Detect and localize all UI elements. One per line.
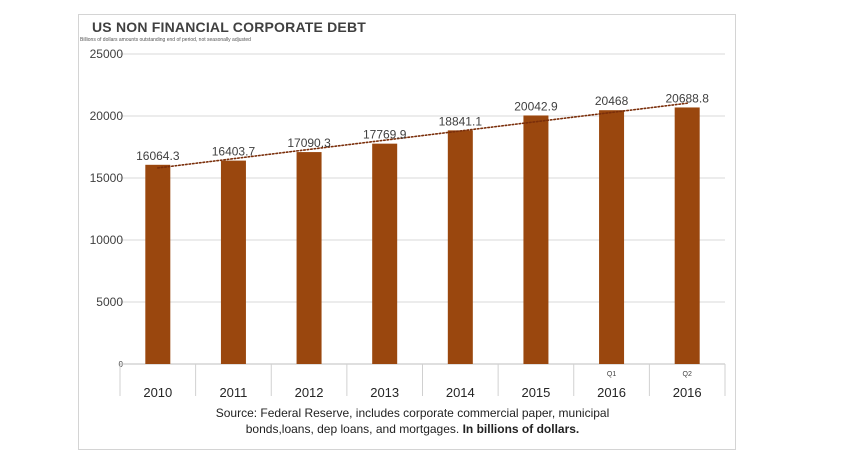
source-text: Source: Federal Reserve, includes corpor… bbox=[215, 406, 610, 436]
source-units-bold: In billions of dollars. bbox=[462, 422, 580, 436]
data-label: 20468 bbox=[595, 94, 629, 108]
y-tick-label: 20000 bbox=[90, 109, 124, 123]
y-tick-label: 10000 bbox=[90, 233, 124, 247]
data-label: 17769.9 bbox=[363, 128, 407, 142]
y-tick-label: 15000 bbox=[90, 171, 124, 185]
x-tick-label: 2013 bbox=[370, 385, 399, 400]
chart-subtitle: Billions of dollars amounts outstanding … bbox=[80, 37, 251, 43]
data-label: 17090.3 bbox=[287, 136, 331, 150]
bars bbox=[145, 107, 700, 365]
data-label: 16403.7 bbox=[212, 145, 256, 159]
bar bbox=[447, 130, 473, 364]
data-label: 20042.9 bbox=[514, 99, 558, 113]
x-tick-label: 2016 bbox=[597, 385, 626, 400]
chart-title: US NON FINANCIAL CORPORATE DEBT bbox=[92, 19, 367, 35]
source-note: Source: Federal Reserve, includes corpor… bbox=[190, 405, 635, 437]
bar bbox=[523, 115, 549, 364]
x-tick-label: 2012 bbox=[295, 385, 324, 400]
trendline bbox=[157, 102, 688, 169]
bar bbox=[145, 164, 171, 364]
trendline-group bbox=[157, 102, 688, 169]
data-label: 16064.3 bbox=[136, 149, 180, 163]
y-tick-label: 25000 bbox=[90, 47, 124, 61]
bar bbox=[296, 152, 322, 364]
gridlines bbox=[120, 53, 725, 303]
x-tick-label: 2011 bbox=[219, 385, 247, 400]
data-labels: 16064.3 16403.7 17090.3 17769.9 18841.1 20042… bbox=[136, 91, 709, 162]
x-tick-label: 2014 bbox=[446, 385, 475, 400]
axes: 0500010000150002000025000201020112012201… bbox=[90, 47, 726, 400]
chart-frame bbox=[78, 14, 736, 450]
bar bbox=[599, 110, 625, 364]
x-tick-label: 2015 bbox=[521, 385, 550, 400]
bar bbox=[220, 160, 246, 364]
x-tick-sublabel: Q1 bbox=[607, 371, 616, 378]
bar bbox=[674, 107, 700, 365]
bar bbox=[372, 143, 398, 364]
x-tick-label: 2010 bbox=[143, 385, 172, 400]
data-label: 18841.1 bbox=[439, 114, 483, 128]
y-tick-label: 5000 bbox=[96, 295, 123, 309]
x-tick-sublabel: Q2 bbox=[683, 371, 692, 378]
data-label: 20688.8 bbox=[665, 91, 709, 105]
x-tick-label: 2016 bbox=[673, 385, 702, 400]
